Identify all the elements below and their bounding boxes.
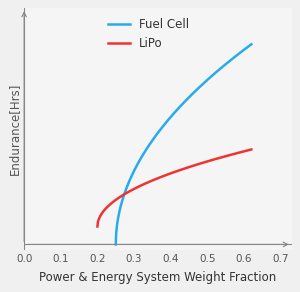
X-axis label: Power & Energy System Weight Fraction: Power & Energy System Weight Fraction <box>39 271 277 284</box>
Legend: Fuel Cell, LiPo: Fuel Cell, LiPo <box>105 14 193 53</box>
Y-axis label: Endurance[Hrs]: Endurance[Hrs] <box>8 83 21 175</box>
